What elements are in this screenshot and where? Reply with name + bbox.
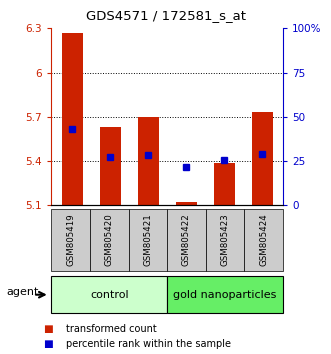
Text: GSM805422: GSM805422	[182, 213, 191, 266]
Text: transformed count: transformed count	[66, 324, 157, 333]
Text: GSM805421: GSM805421	[143, 213, 152, 266]
Bar	[62, 33, 83, 205]
Text: GSM805420: GSM805420	[105, 213, 114, 266]
Bar	[214, 162, 235, 205]
Bar	[100, 127, 120, 205]
Text: GSM805423: GSM805423	[220, 213, 230, 266]
Text: percentile rank within the sample: percentile rank within the sample	[66, 339, 231, 349]
Text: GSM805419: GSM805419	[66, 213, 75, 266]
Text: ■: ■	[43, 339, 53, 349]
Text: gold nanoparticles: gold nanoparticles	[173, 290, 277, 300]
Bar	[252, 112, 272, 205]
Bar	[176, 202, 197, 205]
Text: agent: agent	[7, 287, 39, 297]
Text: GDS4571 / 172581_s_at: GDS4571 / 172581_s_at	[85, 9, 246, 22]
Text: control: control	[90, 290, 128, 300]
Bar	[138, 117, 159, 205]
Text: GSM805424: GSM805424	[259, 213, 268, 266]
Text: ■: ■	[43, 324, 53, 333]
